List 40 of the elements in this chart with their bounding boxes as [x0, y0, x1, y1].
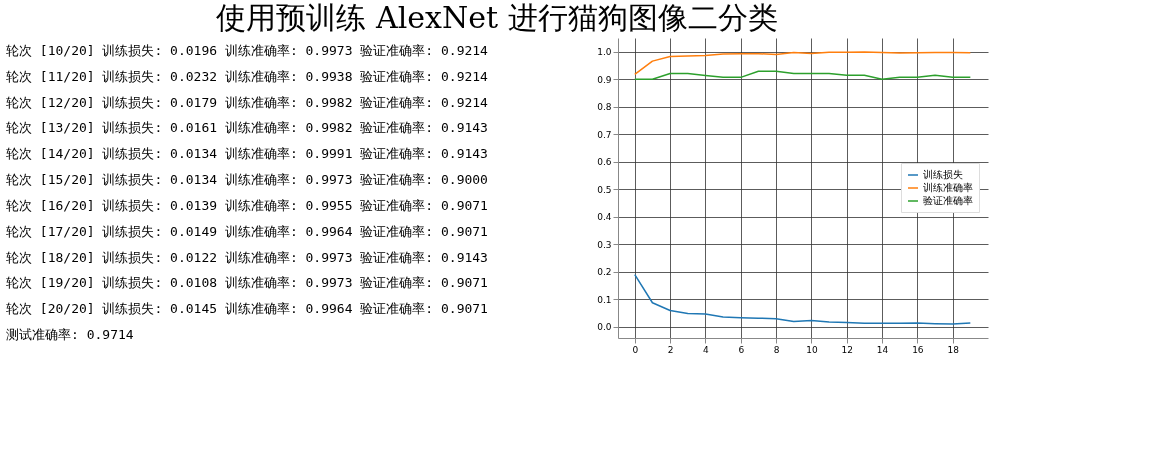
text: 轮次 [15/20] 训练损失: 0.0134 训练准确率: 0.9973 验证准确率: 0.9000 — [6, 172, 488, 188]
x-tick-label: 16 — [912, 344, 924, 355]
line-series — [634, 70, 972, 81]
x-tick-label: 12 — [841, 344, 853, 355]
text: 轮次 [12/20] 训练损失: 0.0179 训练准确率: 0.9982 验证准确率: 0.9214 — [6, 94, 489, 110]
x-tick-label: 0 — [632, 344, 639, 355]
y-tick-label: 0.1 — [597, 294, 612, 305]
y-tick-label: 0.5 — [597, 184, 612, 195]
text: 轮次 [10/20] 训练损失: 0.0196 训练准确率: 0.9973 验证准确率: 0.9214 — [6, 42, 489, 58]
text: 测试准确率: 0.9714 — [6, 327, 134, 343]
x-tick-label: 10 — [806, 344, 818, 355]
y-tick-label: 0.2 — [597, 267, 612, 278]
text: 轮次 [14/20] 训练损失: 0.0134 训练准确率: 0.9991 验证准确率: 0.9143 — [6, 146, 488, 162]
x-tick-label: 6 — [738, 344, 745, 355]
y-tick-label: 0.0 — [597, 322, 612, 333]
x-tick-label: 18 — [947, 344, 960, 355]
text: 轮次 [13/20] 训练损失: 0.0161 训练准确率: 0.9982 验证准确率: 0.9143 — [6, 120, 488, 136]
x-tick-label: 2 — [667, 344, 674, 355]
y-tick-label: 1.0 — [597, 47, 612, 58]
y-tick-label: 0.6 — [597, 157, 612, 168]
y-tick-label: 0.9 — [597, 74, 612, 85]
y-tick-label: 0.8 — [597, 102, 612, 113]
x-tick-label: 8 — [773, 344, 780, 355]
legend-label: 验证准确率 — [923, 195, 973, 206]
text: 轮次 [18/20] 训练损失: 0.0122 训练准确率: 0.9973 验证准确率: 0.9143 — [6, 249, 488, 265]
line-series — [634, 273, 972, 325]
text: 轮次 [20/20] 训练损失: 0.0145 训练准确率: 0.9964 验证准确率: 0.9071 — [6, 301, 488, 317]
y-tick-label: 0.7 — [597, 129, 612, 140]
text: 轮次 [16/20] 训练损失: 0.0139 训练准确率: 0.9955 验证准确率: 0.9071 — [6, 197, 488, 213]
legend-label: 训练损失 — [923, 169, 963, 180]
chart-title: 使用预训练 AlexNet 进行猫狗图像二分类 — [216, 0, 778, 35]
text: 轮次 [11/20] 训练损失: 0.0232 训练准确率: 0.9938 验证准确率: 0.9214 — [6, 68, 489, 84]
y-tick-label: 0.4 — [597, 212, 612, 223]
text: 轮次 [19/20] 训练损失: 0.0108 训练准确率: 0.9973 验证准确率: 0.9071 — [6, 275, 488, 291]
x-tick-label: 4 — [703, 344, 710, 355]
x-tick-label: 14 — [876, 344, 889, 355]
legend-label: 训练准确率 — [923, 182, 973, 193]
y-tick-label: 0.3 — [597, 239, 612, 250]
line-series — [634, 51, 972, 76]
text: 轮次 [17/20] 训练损失: 0.0149 训练准确率: 0.9964 验证准确率: 0.9071 — [6, 223, 488, 239]
